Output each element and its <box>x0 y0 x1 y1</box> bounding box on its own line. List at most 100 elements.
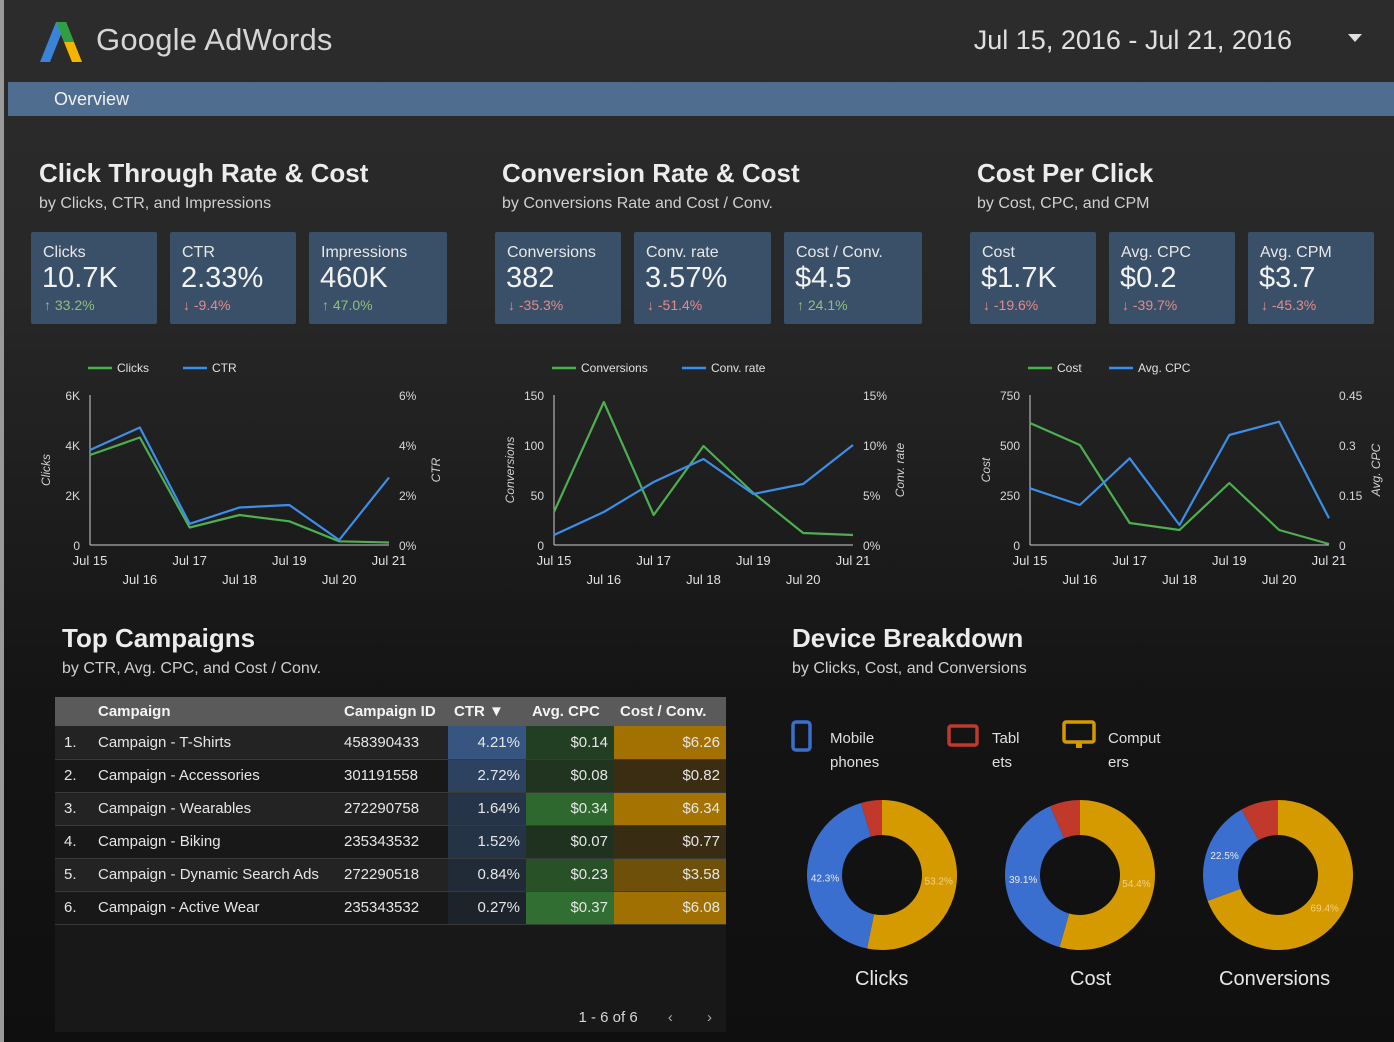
right-tick-label: 4% <box>399 439 417 453</box>
legend-label: Cost <box>1057 361 1082 375</box>
series-line-cost <box>1029 421 1330 546</box>
series-line-avg-cpc <box>1029 420 1330 527</box>
kpi-delta-value: -45.3% <box>1271 297 1317 313</box>
donut-slice-mobile[interactable] <box>1203 809 1259 901</box>
arrow-down-icon: ↓ <box>647 297 654 313</box>
prev-page-icon[interactable]: ‹ <box>667 1009 673 1026</box>
donut-slice-tablet[interactable] <box>1241 800 1278 841</box>
device-legend-line: ers <box>1108 754 1129 771</box>
campaign-id-header[interactable]: Campaign ID <box>338 697 448 726</box>
slice-label-computer: 69.4% <box>1311 904 1339 915</box>
donut-slice-computer[interactable] <box>1207 800 1353 950</box>
legend-item-conv-rate[interactable]: Conv. rate <box>682 361 766 375</box>
ctr-cell: 0.84% <box>448 858 526 892</box>
conversions-line-chart: 0 50 100 150 0% 5% 10% 15% Jul 15 Jul 16 Jul 17 Jul… <box>503 361 907 587</box>
table-row[interactable]: 5. Campaign - Dynamic Search Ads 272290518… <box>55 858 726 892</box>
right-tick-label: 0 <box>1339 539 1346 553</box>
next-page-icon[interactable]: › <box>707 1009 712 1026</box>
avg-cpc-header[interactable]: Avg. CPC <box>526 697 614 726</box>
kpi-card-avg-cpm: Avg. CPM $3.7 ↓ -45.3% <box>1248 232 1374 324</box>
table-row[interactable]: 6. Campaign - Active Wear 235343532 0.27% $0… <box>55 891 726 925</box>
right-tick-label: 0.3 <box>1339 439 1356 453</box>
series-line-clicks <box>89 436 390 544</box>
kpi-delta-value: -9.4% <box>193 297 231 313</box>
left-tick-label: 0 <box>537 539 544 553</box>
device-legend-label: Tabl ets <box>992 727 1020 775</box>
section-title-cpc: Cost Per Click <box>977 158 1154 188</box>
legend-label: CTR <box>212 361 237 375</box>
row-rank: 4. <box>55 825 92 859</box>
donut-clicks: 42.3% 53.2% <box>807 800 957 950</box>
legend-item-clicks[interactable]: Clicks <box>88 361 149 375</box>
donut-slice-tablet[interactable] <box>861 800 882 837</box>
kpi-delta: ↓ -51.4% <box>647 297 702 313</box>
kpi-value: 2.33% <box>181 262 264 294</box>
table-row[interactable]: 2. Campaign - Accessories 301191558 2.72% $0… <box>55 759 726 793</box>
legend-item-avg-cpc[interactable]: Avg. CPC <box>1109 361 1191 375</box>
table-row[interactable]: 4. Campaign - Biking 235343532 1.52% $0.07 $0… <box>55 825 726 859</box>
x-tick-label: Jul 18 <box>1162 572 1197 587</box>
left-tick-label: 0 <box>1013 539 1020 553</box>
kpi-value: $0.2 <box>1120 262 1177 294</box>
legend-item-cost[interactable]: Cost <box>1028 361 1082 375</box>
kpi-label: Avg. CPM <box>1260 244 1332 261</box>
section-subtitle-device: by Clicks, Cost, and Conversions <box>792 660 1027 677</box>
campaign-header[interactable]: Campaign <box>92 697 338 726</box>
section-subtitle-campaigns: by CTR, Avg. CPC, and Cost / Conv. <box>62 660 322 677</box>
donut-slice-computer[interactable] <box>867 800 957 950</box>
right-tick-label: 15% <box>863 389 887 403</box>
tab-overview[interactable]: Overview <box>54 89 130 109</box>
donut-slice-tablet[interactable] <box>1050 800 1080 839</box>
donut-cost: 39.1% 54.4% <box>1005 800 1155 950</box>
kpi-card-avg-cpc: Avg. CPC $0.2 ↓ -39.7% <box>1109 232 1235 324</box>
chart-axes <box>1029 395 1329 546</box>
donut-slice-mobile[interactable] <box>807 802 875 949</box>
slice-label-mobile: 22.5% <box>1210 851 1238 862</box>
arrow-down-icon: ↓ <box>183 297 190 313</box>
avg-cpc-cell: $0.23 <box>526 858 614 892</box>
right-tick-label: 0% <box>863 539 881 553</box>
y-axis-title-left: Cost <box>979 457 993 482</box>
x-tick-label: Jul 20 <box>786 572 821 587</box>
ctr-header-sorted[interactable]: CTR ▼ <box>448 697 526 726</box>
legend-item-conversions[interactable]: Conversions <box>552 361 648 375</box>
section-title-ctr: Click Through Rate & Cost <box>39 158 369 188</box>
kpi-card-impressions: Impressions 460K ↑ 47.0% <box>309 232 447 324</box>
table-row[interactable]: 3. Campaign - Wearables 272290758 1.64% $0.3… <box>55 792 726 826</box>
x-tick-label: Jul 15 <box>537 553 572 568</box>
table-row[interactable]: 1. Campaign - T-Shirts 458390433 4.21% $0.14… <box>55 726 726 760</box>
donut-conversions: 22.5% 69.4% <box>1203 800 1353 950</box>
y-axis-title-right: Conv. rate <box>893 442 907 497</box>
kpi-delta: ↓ -45.3% <box>1261 297 1316 313</box>
device-legend-line: phones <box>830 754 880 771</box>
donut-slice-computer[interactable] <box>1059 800 1155 950</box>
slice-label-mobile: 42.3% <box>811 873 839 884</box>
kpi-label: Clicks <box>43 244 86 261</box>
arrow-down-icon: ↓ <box>983 297 990 313</box>
kpi-delta-value: -35.3% <box>518 297 564 313</box>
section-subtitle-cpc: by Cost, CPC, and CPM <box>977 195 1150 212</box>
right-tick-label: 0.45 <box>1339 389 1363 403</box>
kpi-value: 3.57% <box>645 262 728 294</box>
cost-conv-cell: $6.08 <box>614 891 726 925</box>
campaigns-table: Campaign Campaign ID CTR ▼ Avg. CPC Cost… <box>55 697 726 1032</box>
left-tick-label: 750 <box>1000 389 1020 403</box>
legend-item-ctr[interactable]: CTR <box>183 361 237 375</box>
kpi-card-cost: Cost $1.7K ↓ -19.6% <box>970 232 1096 324</box>
left-tick-label: 2K <box>65 489 80 503</box>
kpi-card-conversions: Conversions 382 ↓ -35.3% <box>495 232 621 324</box>
donut-slice-mobile[interactable] <box>1005 806 1070 948</box>
tablet-icon <box>947 724 979 747</box>
cost-conv-header[interactable]: Cost / Conv. <box>614 697 726 726</box>
chevron-down-icon[interactable] <box>1348 34 1362 43</box>
legend-label: Avg. CPC <box>1138 361 1191 375</box>
ctr-cell: 4.21% <box>448 726 526 760</box>
x-tick-label: Jul 16 <box>1062 572 1097 587</box>
kpi-card-conv-rate: Conv. rate 3.57% ↓ -51.4% <box>634 232 771 324</box>
arrow-down-icon: ↓ <box>1261 297 1268 313</box>
right-tick-label: 10% <box>863 439 887 453</box>
kpi-delta-value: 24.1% <box>807 297 848 313</box>
x-tick-label: Jul 17 <box>636 553 671 568</box>
date-range-selector[interactable]: Jul 15, 2016 - Jul 21, 2016 <box>973 25 1292 55</box>
x-tick-label: Jul 18 <box>686 572 721 587</box>
